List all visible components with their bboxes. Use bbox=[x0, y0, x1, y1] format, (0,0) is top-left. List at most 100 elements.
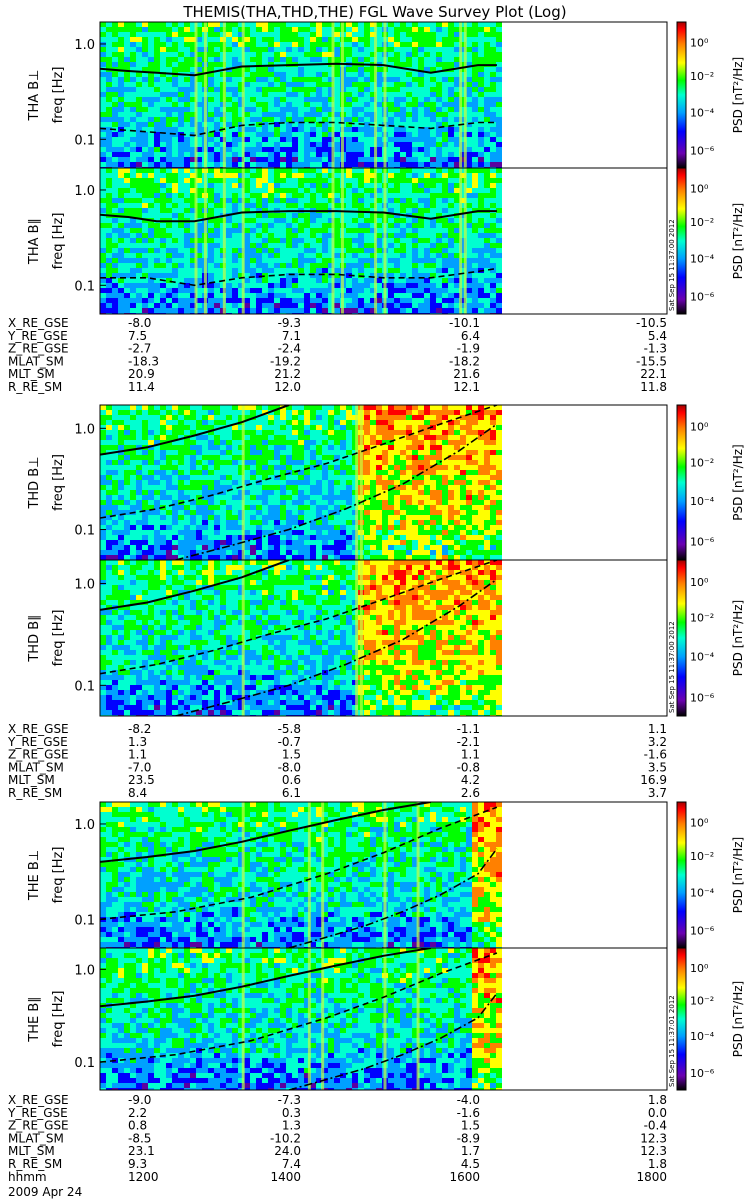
colorbar-label: PSD [nT²/Hz] bbox=[731, 600, 745, 676]
colorbar-tick-label: 10⁰ bbox=[690, 36, 709, 49]
ephemeris-value: 1.1 bbox=[461, 748, 480, 762]
ephemeris-value: 1400 bbox=[270, 1170, 301, 1184]
spectrogram-panel-tha-perp: 1.0 0.1 THA B⊥ freq [Hz] 10⁰ 10⁻² 10⁻⁴ 10⁻⁶ PSD … bbox=[27, 21, 745, 169]
ephemeris-value: 2.6 bbox=[461, 786, 480, 800]
frequency-line-dash-dot bbox=[288, 848, 498, 948]
ephemeris-value: -10.5 bbox=[636, 316, 667, 330]
colorbar-label: PSD [nT²/Hz] bbox=[731, 444, 745, 520]
frequency-line-solid bbox=[100, 210, 497, 223]
ephemeris-value: -18.2 bbox=[449, 354, 480, 368]
freq-tick-label: 0.1 bbox=[74, 679, 95, 694]
ephemeris-value: 3.5 bbox=[648, 760, 667, 774]
ephemeris-value: 1.8 bbox=[648, 1093, 667, 1107]
spectral-stripe bbox=[359, 405, 363, 560]
ephemeris-value: 1.3 bbox=[282, 1119, 301, 1133]
spectrogram-cells bbox=[100, 802, 502, 948]
colorbar-tick-label: 10⁻² bbox=[690, 995, 714, 1008]
ephemeris-value: 0.8 bbox=[128, 1119, 147, 1133]
spectral-stripe bbox=[383, 948, 387, 1090]
ephemeris-value: -8.2 bbox=[128, 722, 151, 736]
colorbar-tick-label: 10⁻⁴ bbox=[690, 1030, 715, 1043]
ephemeris-label: MLAT_SM bbox=[8, 1131, 64, 1145]
ephemeris-value: 0.3 bbox=[282, 1106, 301, 1120]
ephemeris-value: 22.1 bbox=[640, 367, 667, 381]
ephemeris-value: 0.0 bbox=[648, 1106, 667, 1120]
spectral-stripe bbox=[355, 405, 359, 560]
spectrogram-panel-the-perp: 1.0 0.1 THE B⊥ freq [Hz] 10⁰ 10⁻² 10⁻⁴ 10⁻⁶ PSD … bbox=[27, 801, 745, 949]
spectral-stripe bbox=[241, 802, 245, 948]
spectral-stripe bbox=[321, 948, 325, 1090]
panel-freq-label: freq [Hz] bbox=[51, 847, 66, 904]
freq-tick-label: 0.1 bbox=[74, 524, 95, 539]
spectral-stripe bbox=[416, 802, 420, 948]
ephemeris-value: 4.2 bbox=[461, 773, 480, 787]
frequency-line-solid bbox=[100, 62, 497, 77]
spectral-stripe bbox=[340, 168, 344, 314]
ephemeris-value: 11.4 bbox=[128, 380, 155, 394]
colorbar-tick-label: 10⁻⁴ bbox=[690, 253, 715, 266]
spectral-stripe bbox=[459, 168, 463, 314]
ephemeris-value: 0.6 bbox=[282, 773, 301, 787]
freq-tick-label: 0.1 bbox=[74, 1056, 95, 1071]
panel-probe-label: THA B∥ bbox=[27, 218, 42, 265]
ephemeris-label: Z_RE_GSE bbox=[8, 1119, 69, 1133]
ephemeris-label: MLAT_SM bbox=[8, 760, 64, 774]
ephemeris-value: 8.4 bbox=[128, 786, 147, 800]
frequency-line-solid bbox=[100, 560, 290, 611]
ephemeris-value: -4.0 bbox=[457, 1093, 480, 1107]
ephemeris-value: 12.0 bbox=[274, 380, 301, 394]
spectrogram-cells bbox=[100, 168, 502, 314]
frequency-line-dashed bbox=[100, 806, 498, 921]
colorbar-tick-label: 10⁰ bbox=[690, 182, 709, 195]
ephemeris-value: -2.4 bbox=[278, 342, 301, 356]
ephemeris-value: 1.3 bbox=[128, 735, 147, 749]
panel-frame bbox=[99, 559, 668, 717]
spectral-stripe bbox=[222, 22, 226, 168]
freq-tick-label: 1.0 bbox=[74, 422, 95, 437]
ephemeris-value: 9.3 bbox=[128, 1157, 147, 1171]
colorbar-tick-label: 10⁻⁶ bbox=[690, 144, 715, 157]
panel-freq-label: freq [Hz] bbox=[51, 454, 66, 511]
panel-freq-label: freq [Hz] bbox=[51, 991, 66, 1048]
ephemeris-label: MLAT_SM bbox=[8, 354, 64, 368]
spectral-stripe bbox=[331, 22, 335, 168]
ephemeris-value: 6.1 bbox=[282, 786, 301, 800]
ephemeris-label: Z_RE_GSE bbox=[8, 748, 69, 762]
freq-tick-label: 0.1 bbox=[74, 133, 95, 148]
colorbar: 10⁰ 10⁻² 10⁻⁴ 10⁻⁶ PSD [nT²/Hz] bbox=[676, 404, 745, 561]
spectral-stripe bbox=[203, 22, 207, 168]
ephemeris-value: -8.0 bbox=[128, 316, 151, 330]
ephemeris-value: -0.4 bbox=[644, 1119, 667, 1133]
ephemeris-value: -5.8 bbox=[278, 722, 301, 736]
colorbar: 10⁰ 10⁻² 10⁻⁴ 10⁻⁶ PSD [nT²/Hz] bbox=[676, 947, 745, 1091]
spectral-stripe bbox=[194, 168, 198, 314]
ephemeris-value: 7.5 bbox=[128, 329, 147, 343]
ephemeris-label: Y_RE_GSE bbox=[7, 735, 68, 749]
spectral-stripe bbox=[416, 948, 420, 1090]
ephemeris-value: 21.2 bbox=[274, 367, 301, 381]
frequency-line-dashed bbox=[100, 952, 498, 1063]
frequency-line-solid bbox=[100, 802, 431, 863]
colorbar-tick-label: 10⁰ bbox=[690, 576, 709, 589]
ephemeris-value: 1800 bbox=[636, 1170, 667, 1184]
ephemeris-value: 3.2 bbox=[648, 735, 667, 749]
frequency-line-dash-dot bbox=[175, 423, 498, 560]
ephemeris-value: -7.3 bbox=[278, 1093, 301, 1107]
colorbar-label: PSD [nT²/Hz] bbox=[731, 837, 745, 913]
colorbar-tick-label: 10⁻² bbox=[690, 612, 714, 625]
ephemeris-value: 1.1 bbox=[648, 722, 667, 736]
ephemeris-value: 12.3 bbox=[640, 1131, 667, 1145]
date-label: 2009 Apr 24 bbox=[8, 1185, 82, 1199]
ephemeris-label: MLT_SM bbox=[8, 1144, 55, 1158]
spectral-stripe bbox=[321, 802, 325, 948]
colorbar-tick-label: 10⁰ bbox=[690, 816, 709, 829]
colorbar-label: PSD [nT²/Hz] bbox=[731, 981, 745, 1057]
spectrogram-cells bbox=[100, 405, 502, 560]
ephemeris-label: Y_RE_GSE bbox=[7, 1106, 68, 1120]
ephemeris-tha: X_RE_GSE -8.0 -9.3 -10.1 -10.5 Y_RE_GSE 7.5 7.1… bbox=[7, 316, 667, 394]
colorbar-label: PSD [nT²/Hz] bbox=[731, 57, 745, 133]
panel-probe-label: THD B⊥ bbox=[27, 456, 42, 509]
colorbar-tick-label: 10⁻⁶ bbox=[690, 691, 715, 704]
ephemeris-value: -0.7 bbox=[278, 735, 301, 749]
colorbar-tick-label: 10⁻² bbox=[690, 850, 714, 863]
